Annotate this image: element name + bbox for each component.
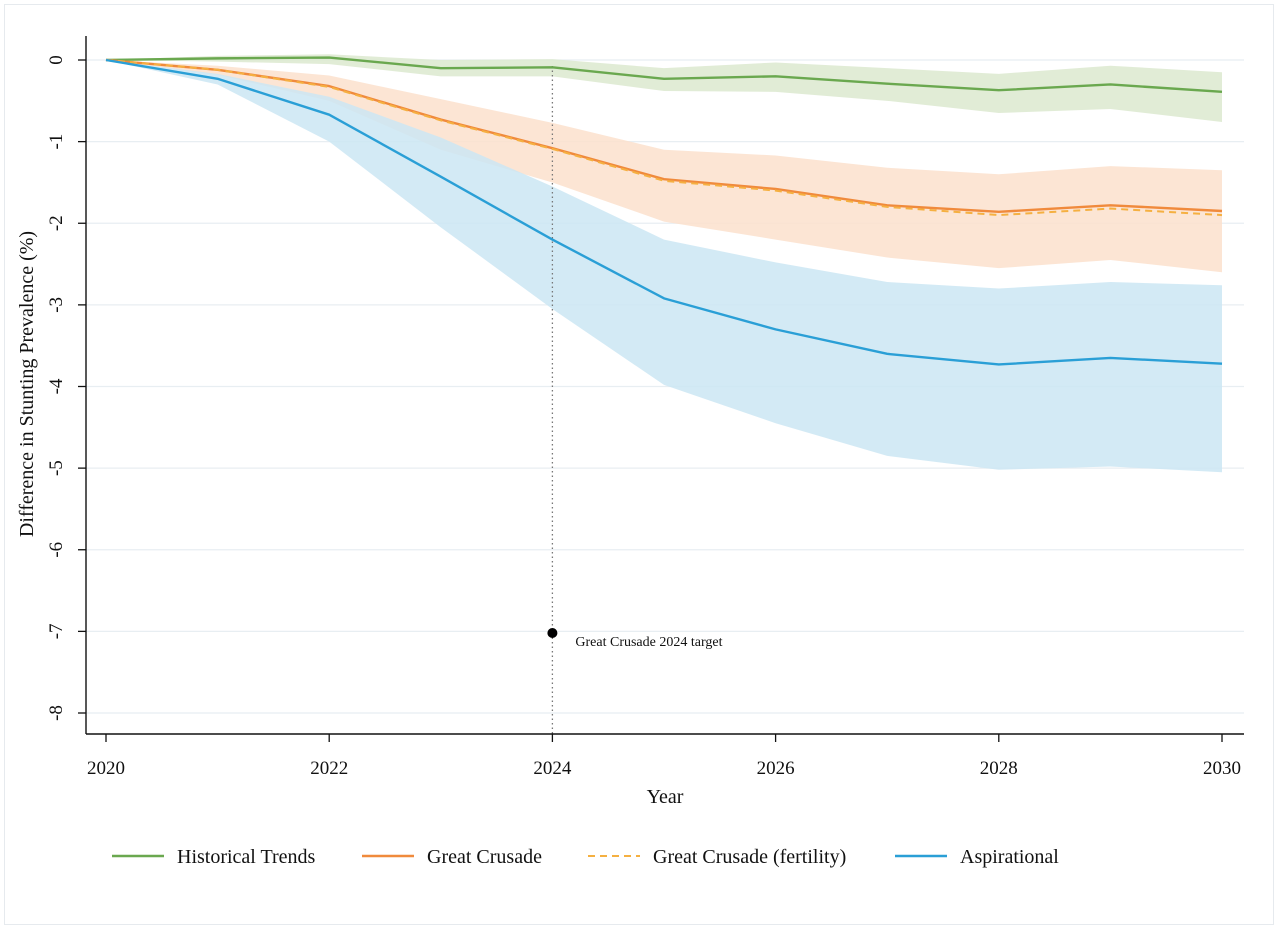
legend-entry: Aspirational xyxy=(960,846,1059,868)
x-tick-label: 2026 xyxy=(757,758,795,779)
y-tick-label: -2 xyxy=(46,215,67,231)
legend-entry: Great Crusade (fertility) xyxy=(653,846,846,868)
y-tick-label: -5 xyxy=(46,460,67,476)
x-tick-label: 2024 xyxy=(533,758,572,779)
series-line xyxy=(105,58,1223,214)
confidence-band xyxy=(106,60,1222,273)
annotation-marker xyxy=(547,628,558,639)
y-tick-label: -4 xyxy=(46,378,67,394)
x-axis-title: Year xyxy=(647,786,684,808)
x-tick-label: 2020 xyxy=(87,758,125,779)
y-tick-label: -3 xyxy=(46,297,67,313)
series-line xyxy=(105,58,1223,366)
y-tick-label: 0 xyxy=(46,55,67,65)
legend-entry: Great Crusade xyxy=(427,846,542,868)
y-tick-label: -8 xyxy=(46,705,67,721)
series-line xyxy=(105,56,1223,94)
y-tick-label: -1 xyxy=(46,134,67,150)
x-tick-label: 2028 xyxy=(980,758,1018,779)
confidence-band xyxy=(106,54,1222,123)
legend-entry: Historical Trends xyxy=(177,846,316,868)
x-tick-label: 2022 xyxy=(310,758,348,779)
annotation-label: Great Crusade 2024 target xyxy=(575,635,722,650)
y-tick-label: -7 xyxy=(46,623,67,639)
y-axis-title: Difference in Stunting Prevalence (%) xyxy=(16,231,38,537)
confidence-band xyxy=(106,60,1222,473)
x-tick-label: 2030 xyxy=(1203,758,1241,779)
y-tick-label: -6 xyxy=(46,542,67,558)
